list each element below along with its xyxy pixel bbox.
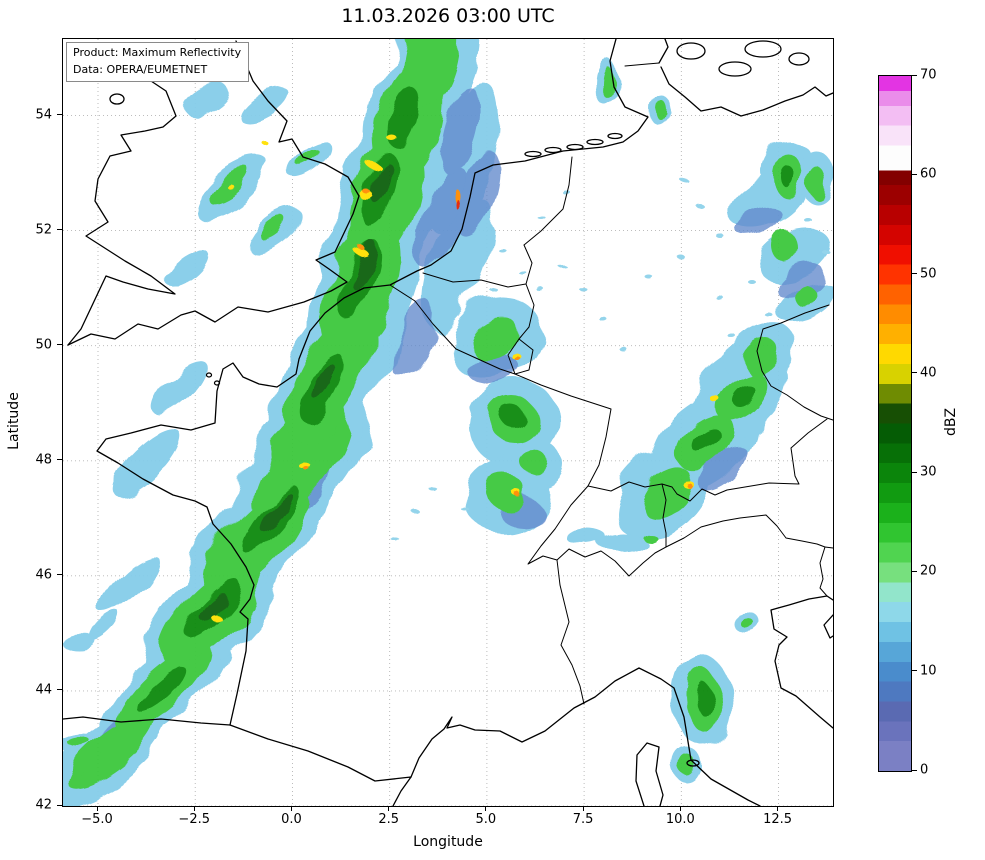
y-tick-label: 54	[35, 107, 52, 123]
colorbar-tick-label: 40	[920, 365, 937, 381]
x-tick-label: 7.5	[572, 812, 594, 827]
y-tick-mark	[57, 229, 62, 231]
country-borders	[389, 62, 833, 705]
x-tick-mark	[96, 806, 98, 811]
colorbar-tick-label: 60	[920, 166, 937, 182]
info-product-line: Product: Maximum Reflectivity	[73, 46, 242, 59]
colorbar-tick-mark	[912, 273, 917, 275]
y-tick-mark	[57, 689, 62, 691]
colorbar-label: dBZ	[943, 407, 959, 437]
colorbar-tick-label: 30	[920, 464, 937, 480]
x-tick-label: 2.5	[378, 812, 399, 827]
coastlines	[63, 39, 833, 806]
x-axis-label: Longitude	[413, 834, 483, 850]
x-tick-label: 12.5	[763, 812, 793, 827]
y-tick-mark	[57, 574, 62, 576]
colorbar-tick-mark	[912, 74, 917, 76]
y-tick-label: 50	[35, 337, 52, 353]
radar-map	[63, 39, 833, 806]
colorbar-tick-mark	[912, 570, 917, 572]
y-tick-label: 48	[35, 452, 52, 468]
y-axis-label: Latitude	[6, 392, 22, 450]
x-tick-mark	[388, 806, 390, 811]
colorbar-tick-label: 10	[920, 663, 937, 679]
y-tick-mark	[57, 114, 62, 116]
x-tick-mark	[193, 806, 195, 811]
y-tick-label: 44	[35, 682, 52, 698]
info-box: Product: Maximum Reflectivity Data: OPER…	[66, 42, 250, 82]
colorbar-tick-mark	[912, 372, 917, 374]
x-tick-label: 5.0	[475, 812, 497, 827]
colorbar-tick-mark	[912, 471, 917, 473]
x-tick-label: −2.5	[178, 812, 211, 827]
x-tick-mark	[290, 806, 292, 811]
info-source-line: Data: OPERA/EUMETNET	[73, 62, 208, 76]
y-tick-label: 46	[35, 567, 52, 583]
radar-echoes	[63, 39, 833, 806]
colorbar	[878, 75, 912, 772]
colorbar-tick-label: 50	[920, 266, 937, 282]
colorbar-tick-mark	[912, 173, 917, 175]
x-tick-mark	[582, 806, 584, 811]
colorbar-tick-mark	[912, 769, 917, 771]
y-tick-label: 52	[35, 222, 52, 238]
y-tick-mark	[57, 459, 62, 461]
colorbar-tick-label: 0	[920, 762, 929, 778]
y-tick-label: 42	[35, 797, 52, 813]
colorbar-tick-label: 70	[920, 67, 937, 83]
x-tick-mark	[777, 806, 779, 811]
y-tick-mark	[57, 344, 62, 346]
x-tick-mark	[485, 806, 487, 811]
x-tick-label: 0.0	[281, 812, 302, 827]
x-tick-label: −5.0	[81, 812, 113, 827]
colorbar-tick-mark	[912, 670, 917, 672]
x-tick-label: 10.0	[665, 812, 695, 827]
figure-title: 11.03.2026 03:00 UTC	[341, 5, 555, 27]
map-plot-area: Product: Maximum Reflectivity Data: OPER…	[62, 38, 834, 807]
y-tick-mark	[57, 804, 62, 806]
colorbar-tick-label: 20	[920, 563, 937, 579]
x-tick-mark	[679, 806, 681, 811]
